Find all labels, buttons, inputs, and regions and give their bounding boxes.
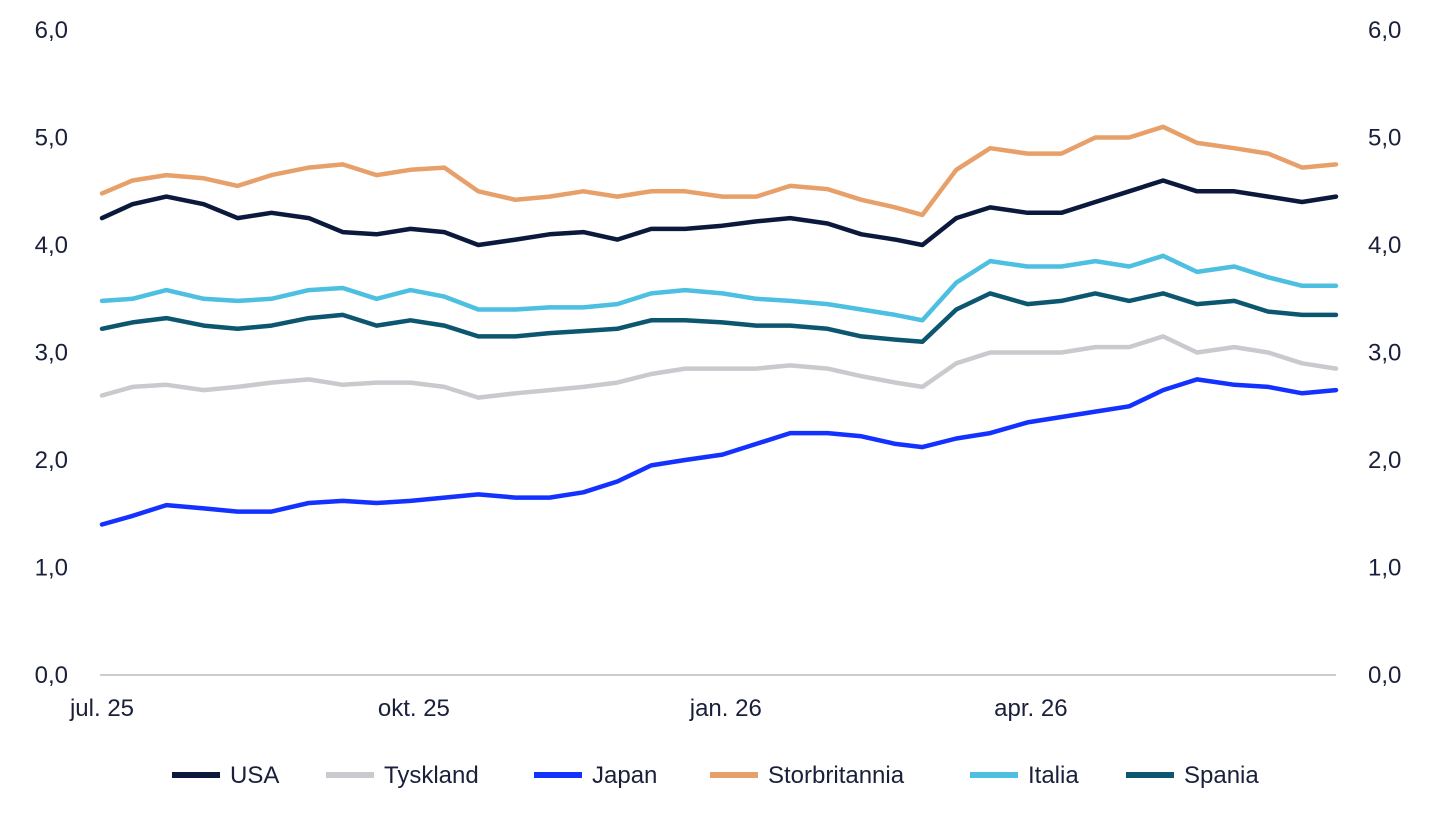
y-tick-label-left: 3,0 — [35, 340, 68, 367]
y-tick-label-right: 3,0 — [1368, 340, 1401, 367]
y-tick-label-right: 1,0 — [1368, 555, 1401, 582]
series-lines — [99, 124, 1339, 527]
series-line-japan — [99, 377, 1339, 527]
series-line-usa — [99, 178, 1339, 248]
series-line-storbritannia — [99, 124, 1339, 218]
legend-item-spania: Spania — [1126, 762, 1259, 789]
x-tick-label: okt. 25 — [378, 695, 450, 722]
legend-label: Italia — [1028, 762, 1079, 789]
legend: USA Tyskland Japan Storbritannia Italia Spani… — [172, 762, 1259, 789]
y-tick-label-left: 1,0 — [35, 555, 68, 582]
series-line-spania — [99, 291, 1339, 344]
y-tick-label-left: 6,0 — [35, 17, 68, 44]
legend-label: Spania — [1184, 762, 1259, 789]
legend-item-japan: Japan — [534, 762, 657, 789]
y-tick-label-right: 5,0 — [1368, 125, 1401, 152]
legend-item-tyskland: Tyskland — [326, 762, 479, 789]
legend-label: Japan — [592, 762, 657, 789]
legend-item-storbritannia: Storbritannia — [710, 762, 905, 789]
legend-label: USA — [230, 762, 279, 789]
y-tick-label-left: 0,0 — [35, 662, 68, 689]
y-tick-label-left: 2,0 — [35, 447, 68, 474]
series-line-italia — [99, 253, 1339, 323]
y-tick-label-left: 4,0 — [35, 232, 68, 259]
y-tick-label-right: 6,0 — [1368, 17, 1401, 44]
legend-item-italia: Italia — [970, 762, 1079, 789]
legend-label: Storbritannia — [768, 762, 905, 789]
x-axis: jul. 25 okt. 25 jan. 26 apr. 26 — [69, 695, 1068, 722]
y-axis-right: 0,0 1,0 2,0 3,0 4,0 5,0 6,0 — [1368, 17, 1401, 689]
legend-item-usa: USA — [172, 762, 279, 789]
x-tick-label: jul. 25 — [69, 695, 134, 722]
y-axis-left: 0,0 1,0 2,0 3,0 4,0 5,0 6,0 — [35, 17, 68, 689]
y-tick-label-left: 5,0 — [35, 125, 68, 152]
x-tick-label: jan. 26 — [689, 695, 762, 722]
y-tick-label-right: 0,0 — [1368, 662, 1401, 689]
series-line-tyskland — [99, 334, 1339, 400]
x-tick-label: apr. 26 — [994, 695, 1067, 722]
y-tick-label-right: 2,0 — [1368, 447, 1401, 474]
y-tick-label-right: 4,0 — [1368, 232, 1401, 259]
legend-label: Tyskland — [384, 762, 479, 789]
